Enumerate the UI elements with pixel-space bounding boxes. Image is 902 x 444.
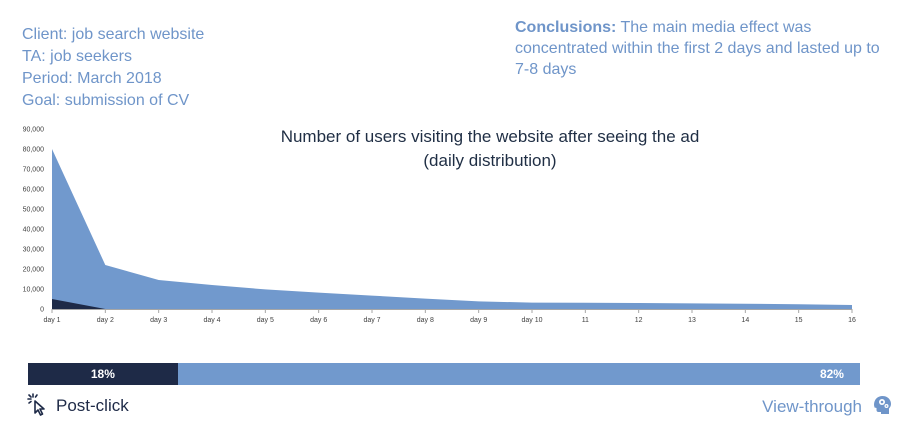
head-gears-icon: [862, 393, 894, 422]
y-tick-label: 40,000: [23, 227, 45, 234]
x-tick-label: day 5: [257, 317, 274, 324]
post-click-share-segment: 18%: [28, 363, 178, 385]
y-tick-label: 0: [40, 307, 44, 314]
campaign-info: Client: job search website TA: job seeke…: [22, 24, 204, 112]
y-tick-label: 10,000: [23, 287, 45, 294]
x-tick-label: 15: [795, 317, 803, 324]
post-click-legend: Post-click: [26, 392, 129, 421]
area-chart: 0 10,000 20,000 30,000 40,000 50,000 60,000 70,…: [23, 127, 856, 325]
view-through-legend-label: View-through: [762, 397, 862, 416]
y-tick-label: 60,000: [23, 187, 45, 194]
chart-title-line-2: (daily distribution): [423, 151, 557, 170]
post-click-legend-label: Post-click: [56, 396, 129, 415]
y-tick-label: 70,000: [23, 167, 45, 174]
x-tick-label: 11: [582, 317, 589, 324]
x-tick-label: day 4: [203, 317, 220, 324]
y-tick-label: 90,000: [23, 127, 45, 134]
x-tick-label: 13: [688, 317, 696, 324]
client-text: Client: job search website: [22, 26, 205, 43]
x-tick-label: 14: [741, 317, 749, 324]
view-through-area: [52, 149, 852, 309]
view-through-legend: View-through: [762, 394, 894, 420]
x-tick-label: day 10: [521, 317, 542, 324]
post-click-share-label: 18%: [90, 367, 115, 381]
x-tick-label: day 8: [417, 317, 434, 324]
view-through-share-label: 82%: [819, 367, 844, 381]
y-tick-label: 30,000: [23, 247, 45, 254]
x-tick-label: day 9: [470, 317, 487, 324]
view-through-share-segment: 82%: [177, 363, 860, 385]
conclusions: Conclusions: The main media effect was c…: [515, 17, 885, 80]
x-tick-label: day 2: [97, 317, 114, 324]
chart-title: Number of users visiting the website aft…: [240, 125, 740, 173]
x-tick-label: 16: [848, 317, 856, 324]
x-tick-label: day 7: [363, 317, 380, 324]
y-tick-label: 20,000: [23, 267, 45, 274]
y-tick-label: 50,000: [23, 207, 45, 214]
conclusions-text: The main media effect was concentrated w…: [515, 19, 880, 78]
period-text: Period: March 2018: [22, 70, 162, 87]
goal-text: Goal: submission of CV: [22, 92, 190, 109]
x-tick-label: day 6: [310, 317, 327, 324]
conclusions-label: Conclusions:: [515, 19, 617, 36]
target-audience-text: TA: job seekers: [22, 48, 132, 65]
y-tick-label: 80,000: [23, 147, 45, 154]
chart-title-line-1: Number of users visiting the website aft…: [280, 127, 700, 146]
share-bar: 18% 82%: [28, 363, 860, 385]
x-tick-label: day 3: [150, 317, 167, 324]
x-tick-label: 12: [635, 317, 643, 324]
x-tick-label: day 1: [43, 317, 60, 324]
cursor-click-icon: [26, 392, 56, 421]
